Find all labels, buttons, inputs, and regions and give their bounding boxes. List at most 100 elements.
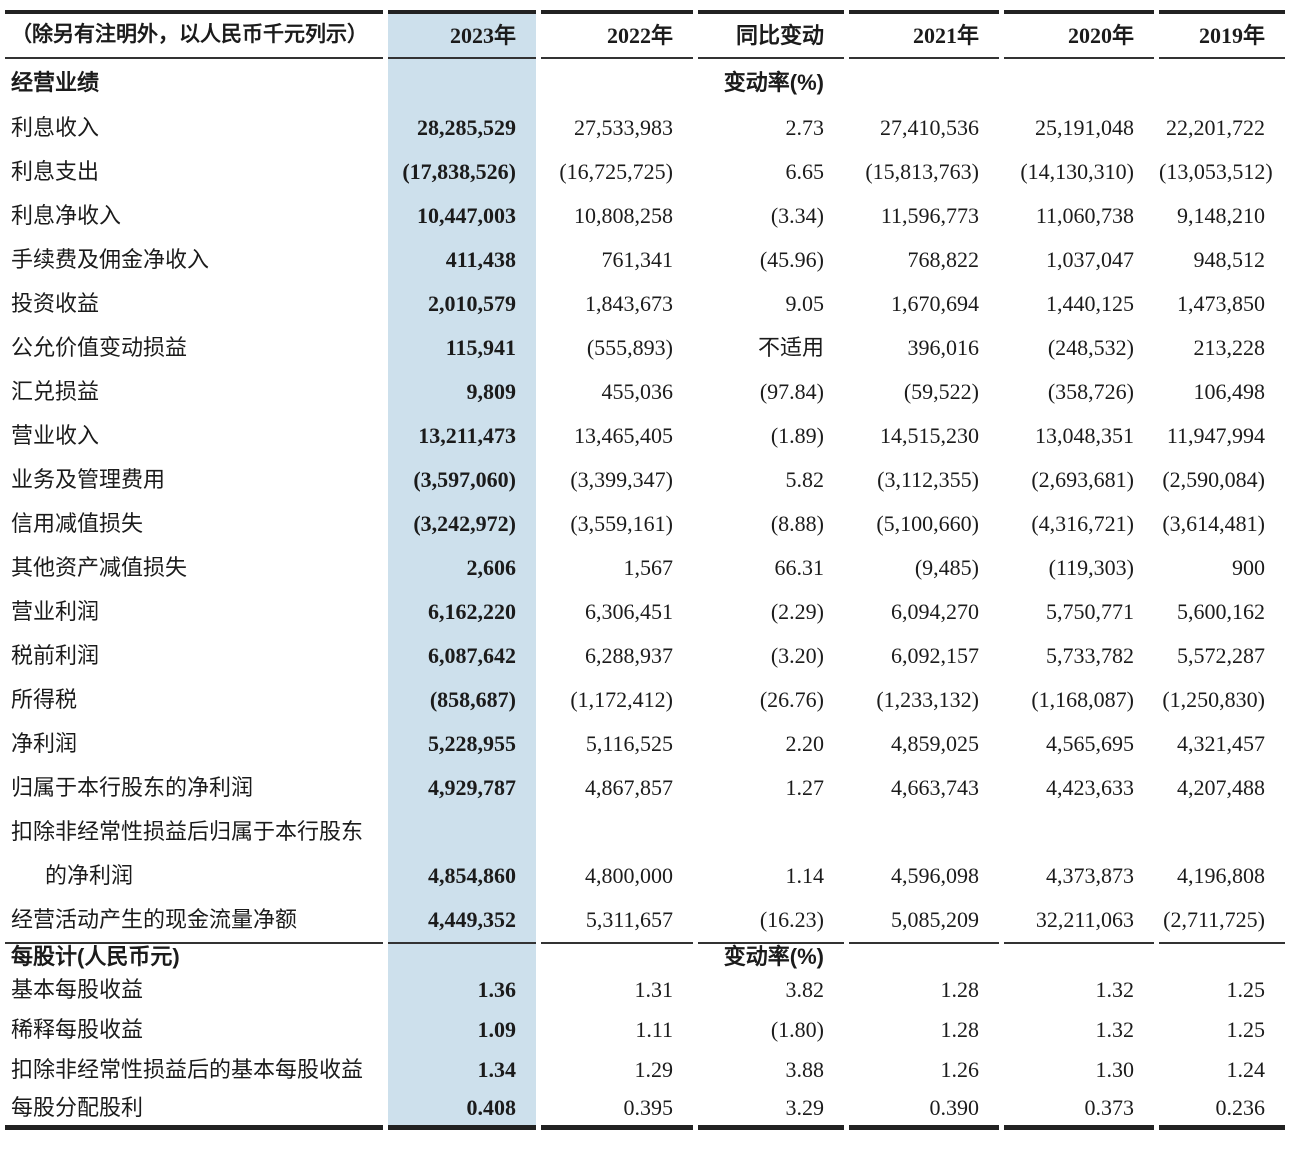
cell-2019: 22,201,722 [1166, 115, 1265, 141]
table-row: 所得税 (858,687) (1,172,412) (26.76) (1,233,132… [5, 678, 1285, 722]
table-row: 业务及管理费用 (3,597,060) (3,399,347) 5.82 (3,112,… [5, 458, 1285, 502]
cell-2022: 4,867,857 [585, 775, 673, 801]
table-row: 营业收入 13,211,473 13,465,405 (1.89) 14,515,230… [5, 414, 1285, 458]
section-title: 经营业绩 [11, 69, 100, 95]
cell-2023 [388, 810, 536, 854]
table-row: 稀释每股收益 1.09 1.11 (1.80) 1.28 1.32 1.25 [5, 1010, 1285, 1050]
cell-2020: (248,532) [1047, 335, 1134, 361]
cell-2021 [849, 59, 999, 106]
cell-2020: 5,750,771 [1046, 599, 1134, 625]
cell-2023 [388, 942, 536, 970]
row-label: 稀释每股收益 [11, 1017, 144, 1043]
cell-2021: 5,085,209 [891, 907, 979, 933]
cell-2022: 1.11 [635, 1017, 673, 1043]
cell-2023: 1.09 [388, 1010, 536, 1050]
cell-2021: 27,410,536 [880, 115, 979, 141]
cell-2023: 4,854,860 [388, 854, 536, 898]
row-label: 基本每股收益 [11, 977, 144, 1003]
table-row: 经营活动产生的现金流量净额 4,449,352 5,311,657 (16.23) 5,… [5, 898, 1285, 942]
cell-2019: (2,590,084) [1162, 467, 1265, 493]
cell-2022: (555,893) [586, 335, 673, 361]
cell-2022: (3,399,347) [570, 467, 673, 493]
cell-2019: 900 [1232, 555, 1265, 581]
cell-2019: 5,572,287 [1177, 643, 1265, 669]
cell-2020: 4,423,633 [1046, 775, 1134, 801]
cell-2019: 106,498 [1193, 379, 1266, 405]
row-label: 利息净收入 [11, 203, 122, 229]
cell-change: 3.82 [785, 977, 825, 1003]
cell-change: 5.82 [785, 467, 825, 493]
cell-2019: (2,711,725) [1163, 907, 1265, 933]
cell-2019: (1,250,830) [1162, 687, 1265, 713]
cell-2023: 5,228,955 [388, 722, 536, 766]
cell-2021: 1.28 [940, 1017, 980, 1043]
cell-change: (2.29) [770, 599, 824, 625]
cell-2019: 11,947,994 [1166, 423, 1265, 449]
row-label: 汇兑损益 [11, 379, 100, 405]
cell-2021: 768,822 [907, 247, 980, 273]
cell-2021: 396,016 [907, 335, 980, 361]
cell-2023: 28,285,529 [388, 106, 536, 150]
cell-2022: 27,533,983 [574, 115, 673, 141]
cell-2022: 4,800,000 [585, 863, 673, 889]
cell-2021: 1.28 [940, 977, 980, 1003]
cell-2022: 1.31 [634, 977, 674, 1003]
cell-2020: 1,037,047 [1046, 247, 1134, 273]
table-row: 利息收入 28,285,529 27,533,983 2.73 27,410,536 25… [5, 106, 1285, 150]
cell-change: 2.73 [785, 115, 825, 141]
section-header-row: 经营业绩 变动率(%) [5, 59, 1285, 106]
row-label: 利息收入 [11, 115, 100, 141]
col-header-2023: 2023年 [388, 10, 536, 59]
cell-2023: 411,438 [388, 238, 536, 282]
cell-2019: 1.25 [1226, 977, 1266, 1003]
row-label: 扣除非经常性损益后的基本每股收益 [11, 1057, 364, 1083]
table-row: 投资收益 2,010,579 1,843,673 9.05 1,670,694 1,440… [5, 282, 1285, 326]
row-label: 税前利润 [11, 643, 100, 669]
cell-2020: 11,060,738 [1035, 203, 1134, 229]
cell-change: (45.96) [759, 247, 824, 273]
cell-2023: 2,010,579 [388, 282, 536, 326]
cell-2019: 4,207,488 [1177, 775, 1265, 801]
cell-2020: 0.373 [1004, 1090, 1154, 1130]
cell-2023: 4,929,787 [388, 766, 536, 810]
cell-2022: (3,559,161) [570, 511, 673, 537]
table-row: 利息净收入 10,447,003 10,808,258 (3.34) 11,596,77… [5, 194, 1285, 238]
cell-2021: (5,100,660) [876, 511, 979, 537]
row-label: 业务及管理费用 [11, 467, 166, 493]
cell-2021: 1.26 [940, 1057, 980, 1083]
cell-2023: 1.36 [388, 970, 536, 1010]
cell-2023: 1.34 [388, 1050, 536, 1090]
cell-2021 [849, 810, 999, 854]
table-row: 扣除非经常性损益后的基本每股收益 1.34 1.29 3.88 1.26 1.30 1.24 [5, 1050, 1285, 1090]
table-row: 净利润 5,228,955 5,116,525 2.20 4,859,025 4,565,… [5, 722, 1285, 766]
row-label: 投资收益 [11, 291, 100, 317]
cell-2019: 948,512 [1193, 247, 1266, 273]
cell-2022: 455,036 [601, 379, 674, 405]
cell-2023: 115,941 [388, 326, 536, 370]
cell-2021: 4,663,743 [891, 775, 979, 801]
cell-2021: 14,515,230 [880, 423, 979, 449]
section-header-row: 每股计(人民币元) 变动率(%) [5, 942, 1285, 970]
cell-2022 [541, 810, 693, 854]
cell-change: 2.20 [785, 731, 825, 757]
row-label: 营业利润 [11, 599, 100, 625]
cell-2020: (1,168,087) [1031, 687, 1134, 713]
cell-change: 3.29 [698, 1090, 844, 1130]
cell-change: (1.89) [770, 423, 824, 449]
table-body: 经营业绩 变动率(%) 利息收入 28,285,529 27,533,983 2.73 27… [5, 59, 1285, 1130]
cell-2019 [1159, 810, 1285, 854]
row-label: 每股分配股利 [5, 1090, 383, 1130]
cell-2021: (1,233,132) [876, 687, 979, 713]
cell-change: (3.20) [770, 643, 824, 669]
cell-2019: 1.25 [1226, 1017, 1266, 1043]
cell-2021: (9,485) [914, 555, 979, 581]
cell-2023: (17,838,526) [388, 150, 536, 194]
cell-2020: (119,303) [1048, 555, 1134, 581]
cell-2020: (2,693,681) [1031, 467, 1134, 493]
cell-2023: 9,809 [388, 370, 536, 414]
cell-2019: 4,321,457 [1177, 731, 1265, 757]
cell-change: 6.65 [785, 159, 825, 185]
cell-2020: 1.32 [1095, 1017, 1135, 1043]
cell-change [698, 810, 844, 854]
cell-2022: 1,567 [623, 555, 674, 581]
